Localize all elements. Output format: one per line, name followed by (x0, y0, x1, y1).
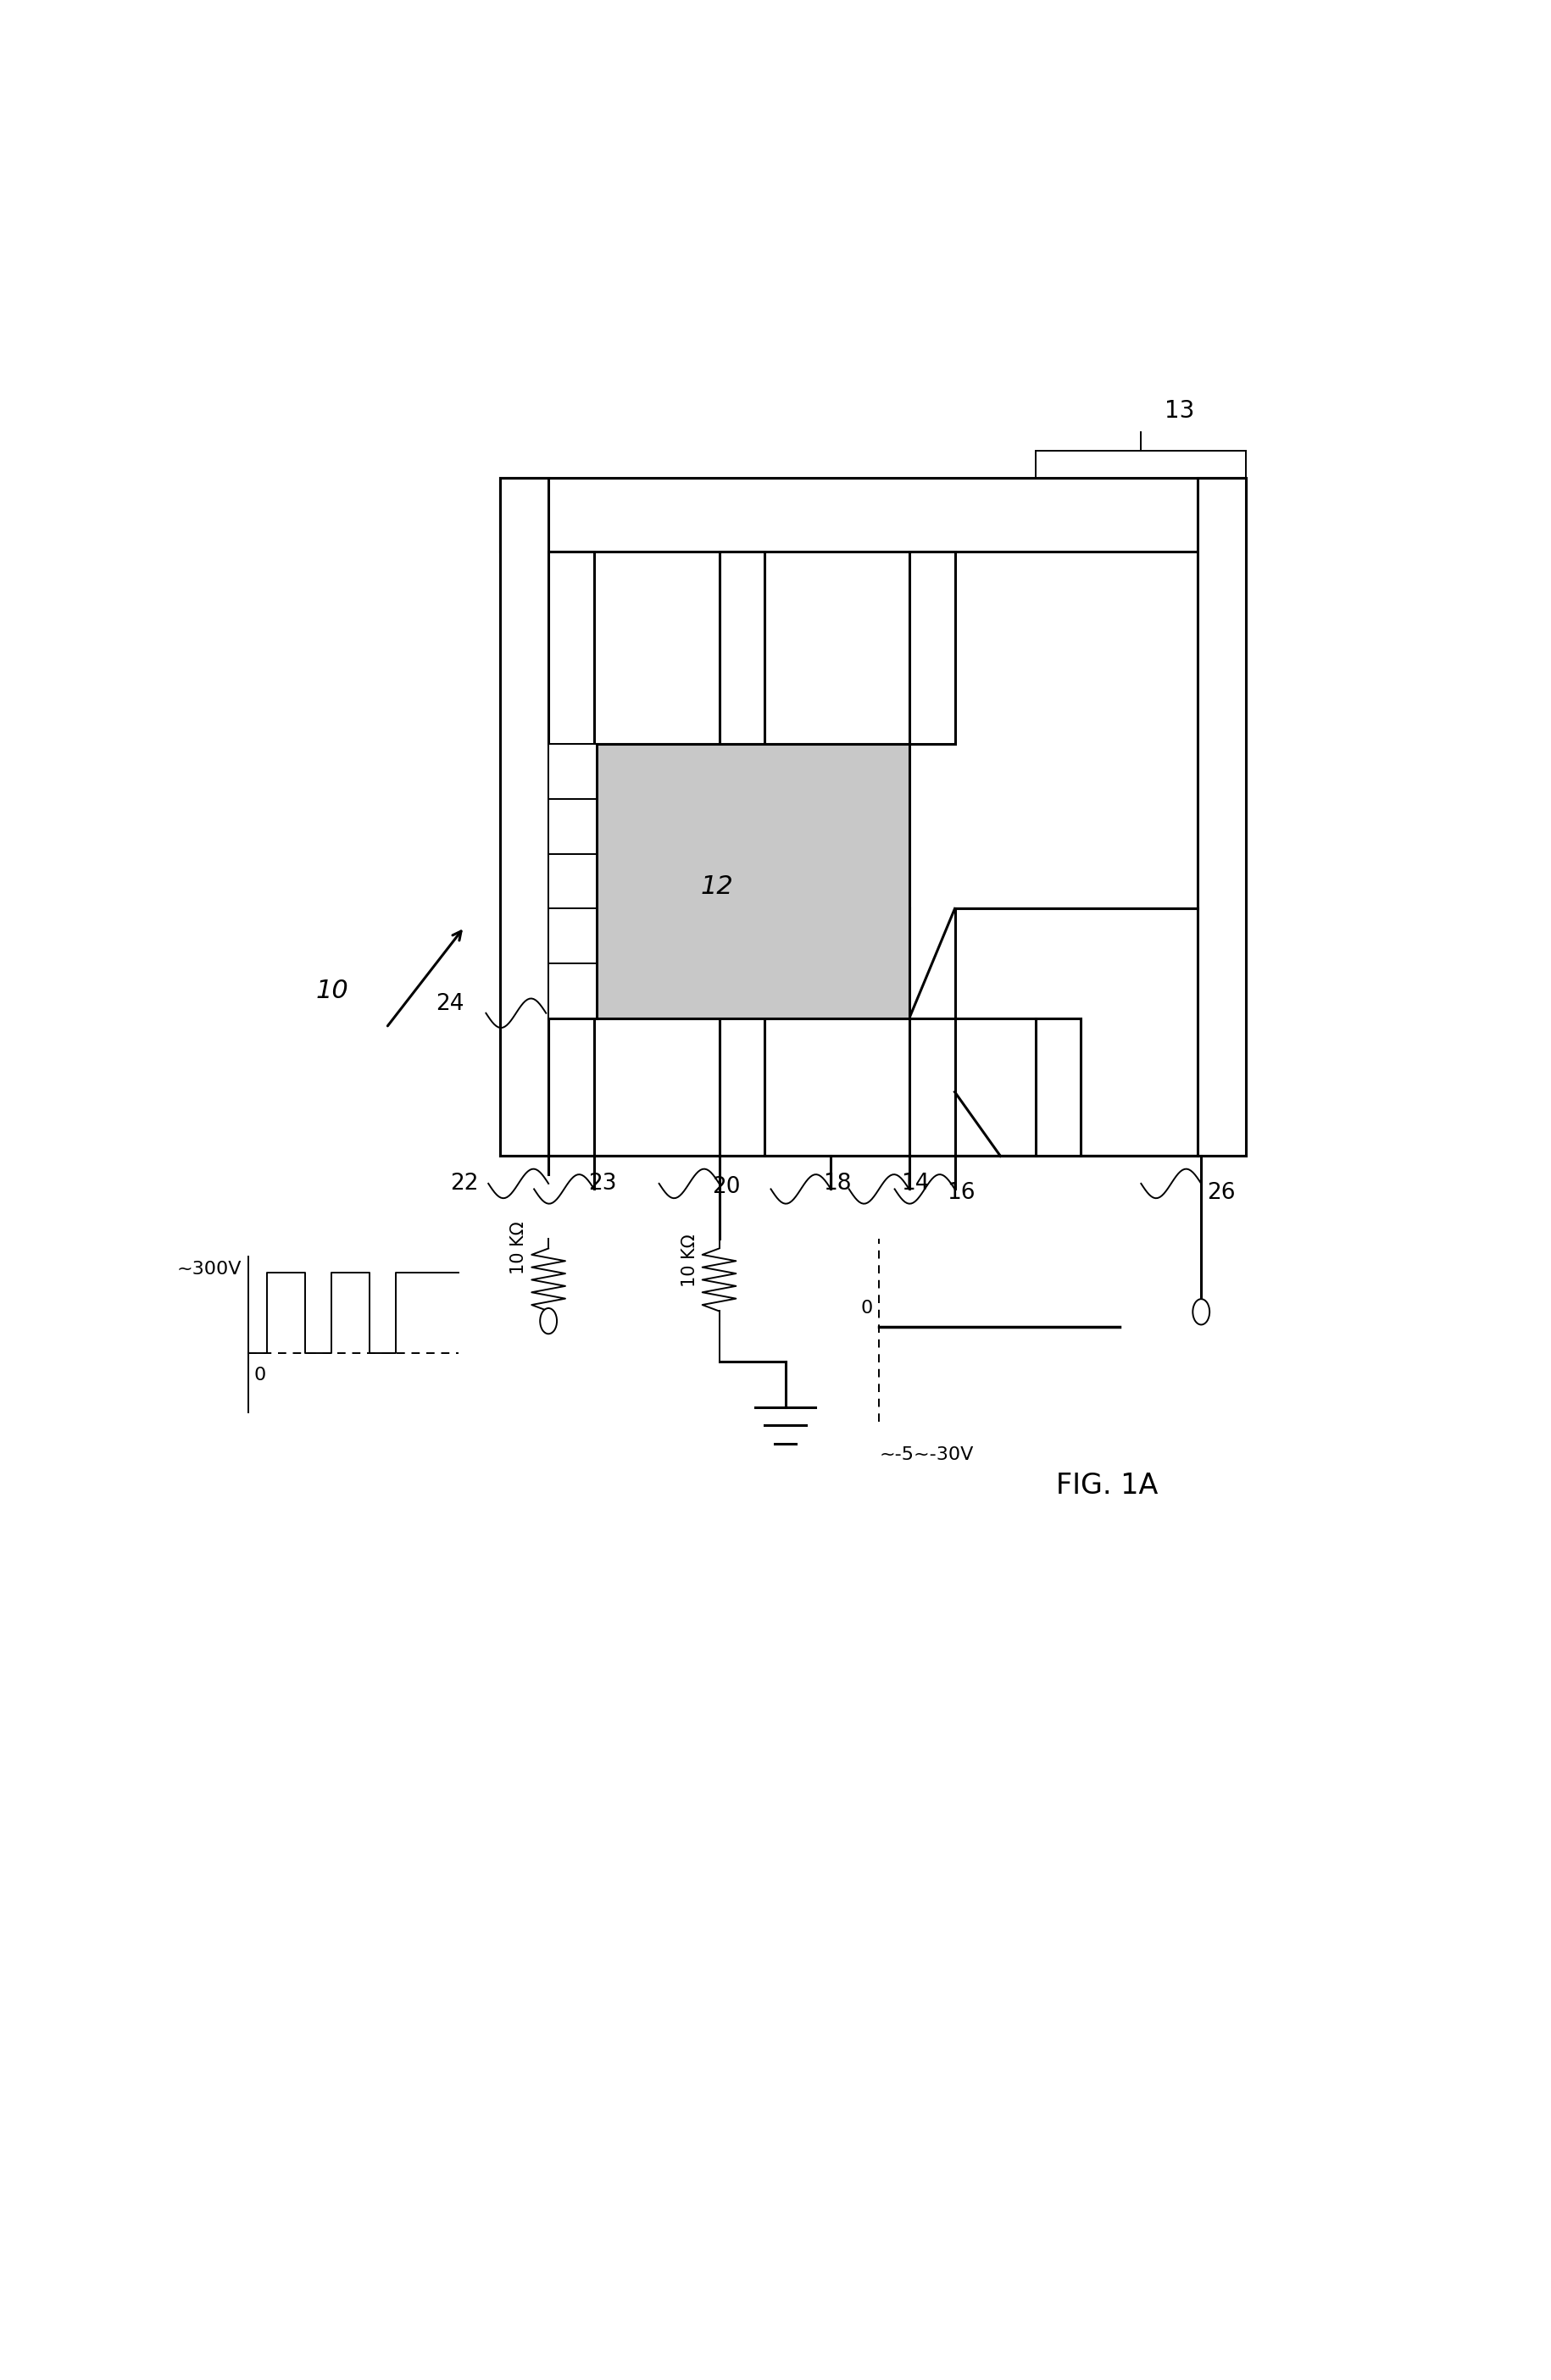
Bar (501, 478, 1245, 552)
Text: ~-5~-30V: ~-5~-30V (879, 1447, 974, 1464)
Text: 24: 24 (436, 992, 464, 1014)
Text: 13: 13 (1165, 400, 1194, 424)
Circle shape (540, 1309, 557, 1333)
Bar (549, 854, 597, 909)
Text: 10 KΩ: 10 KΩ (682, 1233, 700, 1288)
Text: 16: 16 (946, 1183, 976, 1204)
Text: 20: 20 (712, 1176, 740, 1197)
Bar (549, 964, 597, 1019)
Bar (1197, 478, 1245, 1157)
Bar (549, 909, 597, 964)
Bar (549, 743, 597, 800)
Text: 22: 22 (450, 1173, 479, 1195)
Text: FIG. 1A: FIG. 1A (1056, 1471, 1159, 1499)
Text: 0: 0 (254, 1366, 267, 1383)
Bar (1036, 1019, 1081, 1157)
Bar (909, 552, 955, 743)
Text: 23: 23 (588, 1173, 617, 1195)
Bar (549, 800, 597, 854)
Bar (501, 478, 1245, 1157)
Bar (549, 552, 594, 743)
Text: 10 KΩ: 10 KΩ (510, 1221, 527, 1273)
Bar (597, 743, 909, 1019)
Text: 10: 10 (316, 978, 349, 1004)
Text: 14: 14 (901, 1173, 929, 1195)
Text: 0: 0 (861, 1299, 873, 1316)
Circle shape (1193, 1299, 1210, 1326)
Text: 12: 12 (701, 873, 734, 900)
Text: 18: 18 (822, 1173, 851, 1195)
Bar (501, 478, 549, 1157)
Text: ~300V: ~300V (177, 1261, 242, 1278)
Text: 26: 26 (1207, 1183, 1236, 1204)
Bar (720, 552, 765, 743)
